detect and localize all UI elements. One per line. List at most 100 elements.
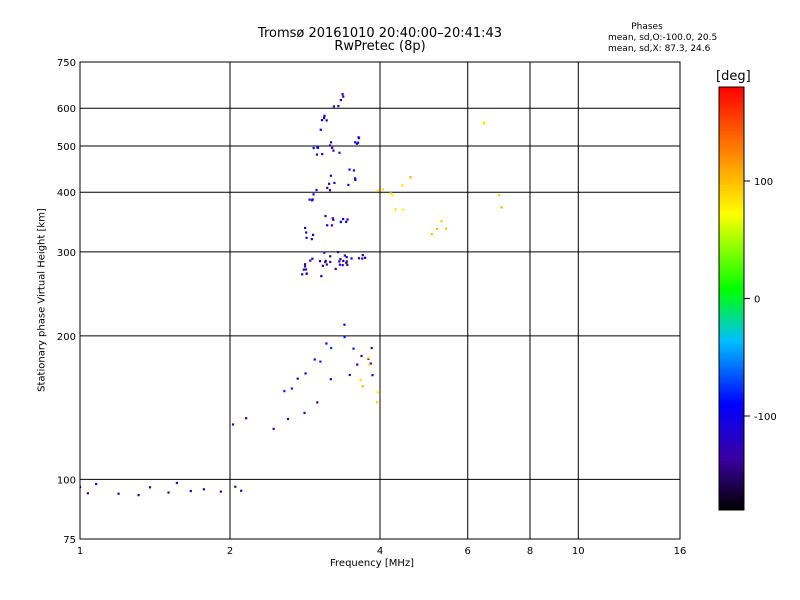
data-point	[324, 214, 327, 218]
data-point	[329, 141, 333, 144]
data-point	[345, 220, 348, 224]
data-point	[435, 227, 439, 231]
data-point	[318, 260, 322, 263]
data-point	[342, 95, 345, 98]
data-point	[324, 259, 327, 263]
plot-frame	[79, 61, 681, 540]
colorbar-unit-label: [deg]	[716, 69, 751, 84]
data-point	[401, 184, 404, 187]
data-point	[345, 256, 348, 259]
data-point	[323, 114, 326, 117]
data-point	[301, 273, 304, 276]
data-point	[369, 362, 372, 365]
data-point	[391, 194, 395, 197]
colorbar	[718, 86, 745, 511]
data-point	[329, 255, 332, 258]
data-point	[148, 486, 152, 489]
data-point	[310, 238, 313, 241]
data-point	[500, 206, 503, 209]
data-point	[328, 144, 332, 147]
data-point	[440, 220, 443, 223]
data-point	[338, 263, 341, 266]
data-point	[329, 378, 332, 381]
data-point	[361, 257, 364, 260]
data-point	[323, 251, 326, 254]
data-point	[321, 152, 324, 156]
data-point	[381, 188, 384, 191]
data-point	[117, 492, 120, 495]
data-point	[332, 105, 336, 108]
data-point	[347, 183, 350, 187]
data-point	[348, 373, 351, 377]
data-point	[341, 93, 344, 96]
x-tick-label: 6	[465, 546, 471, 557]
data-point	[320, 275, 323, 278]
data-point	[330, 224, 334, 227]
colorbar-tick-label: -100	[754, 412, 777, 423]
data-point	[330, 346, 333, 350]
data-point	[367, 356, 370, 359]
data-point	[337, 104, 340, 108]
data-point	[482, 122, 486, 125]
data-point	[296, 377, 299, 380]
data-point	[302, 268, 305, 271]
data-point	[346, 218, 349, 221]
data-point	[376, 391, 379, 394]
data-point	[303, 411, 306, 415]
data-point	[338, 260, 341, 263]
data-point	[370, 346, 373, 350]
data-point	[328, 189, 332, 192]
data-point	[363, 256, 367, 259]
data-point	[316, 145, 319, 149]
data-point	[345, 260, 348, 263]
y-tick-label: 500	[57, 142, 76, 153]
data-point	[319, 128, 322, 131]
data-point	[339, 220, 343, 224]
data-point	[350, 257, 353, 260]
data-point	[315, 188, 318, 192]
data-point	[305, 231, 308, 234]
data-point	[430, 233, 433, 236]
data-point	[336, 250, 340, 254]
data-point	[137, 493, 140, 497]
data-point	[231, 423, 235, 426]
colorbar-tick-label: 0	[754, 295, 760, 306]
data-point	[313, 358, 316, 361]
chart-title: Tromsø 20161010 20:40:00–20:41:43	[257, 26, 503, 41]
data-point	[333, 181, 336, 185]
data-point	[360, 354, 363, 358]
y-tick-label: 750	[57, 58, 76, 69]
data-point	[303, 263, 307, 266]
x-tick-label: 1	[77, 546, 83, 557]
data-point	[326, 224, 329, 227]
data-point	[339, 258, 342, 261]
data-point	[343, 336, 346, 339]
data-point	[305, 272, 308, 275]
x-tick-label: 16	[674, 546, 687, 557]
data-point	[444, 227, 448, 230]
data-point	[342, 217, 345, 221]
data-point	[321, 264, 324, 267]
data-point	[371, 374, 374, 377]
phase-box-line-x: mean, sd,X: 87.3, 24.6	[608, 44, 711, 54]
data-point	[303, 265, 307, 268]
data-point	[325, 119, 328, 122]
data-point	[361, 385, 364, 388]
x-tick-labels: 1 2 4 6 8 10 16	[77, 546, 687, 557]
data-point	[286, 417, 290, 421]
data-point	[316, 401, 319, 404]
chart-subtitle: RwPretec (8p)	[334, 39, 426, 54]
data-point	[304, 226, 307, 230]
data-point	[319, 360, 322, 363]
data-point	[394, 208, 397, 211]
data-point	[367, 363, 371, 367]
data-point	[320, 119, 324, 122]
data-point	[356, 363, 359, 366]
data-point	[202, 488, 206, 491]
data-point	[342, 259, 345, 263]
data-points	[80, 93, 503, 497]
data-point	[326, 186, 329, 189]
data-point	[80, 485, 82, 489]
data-point	[343, 254, 346, 257]
